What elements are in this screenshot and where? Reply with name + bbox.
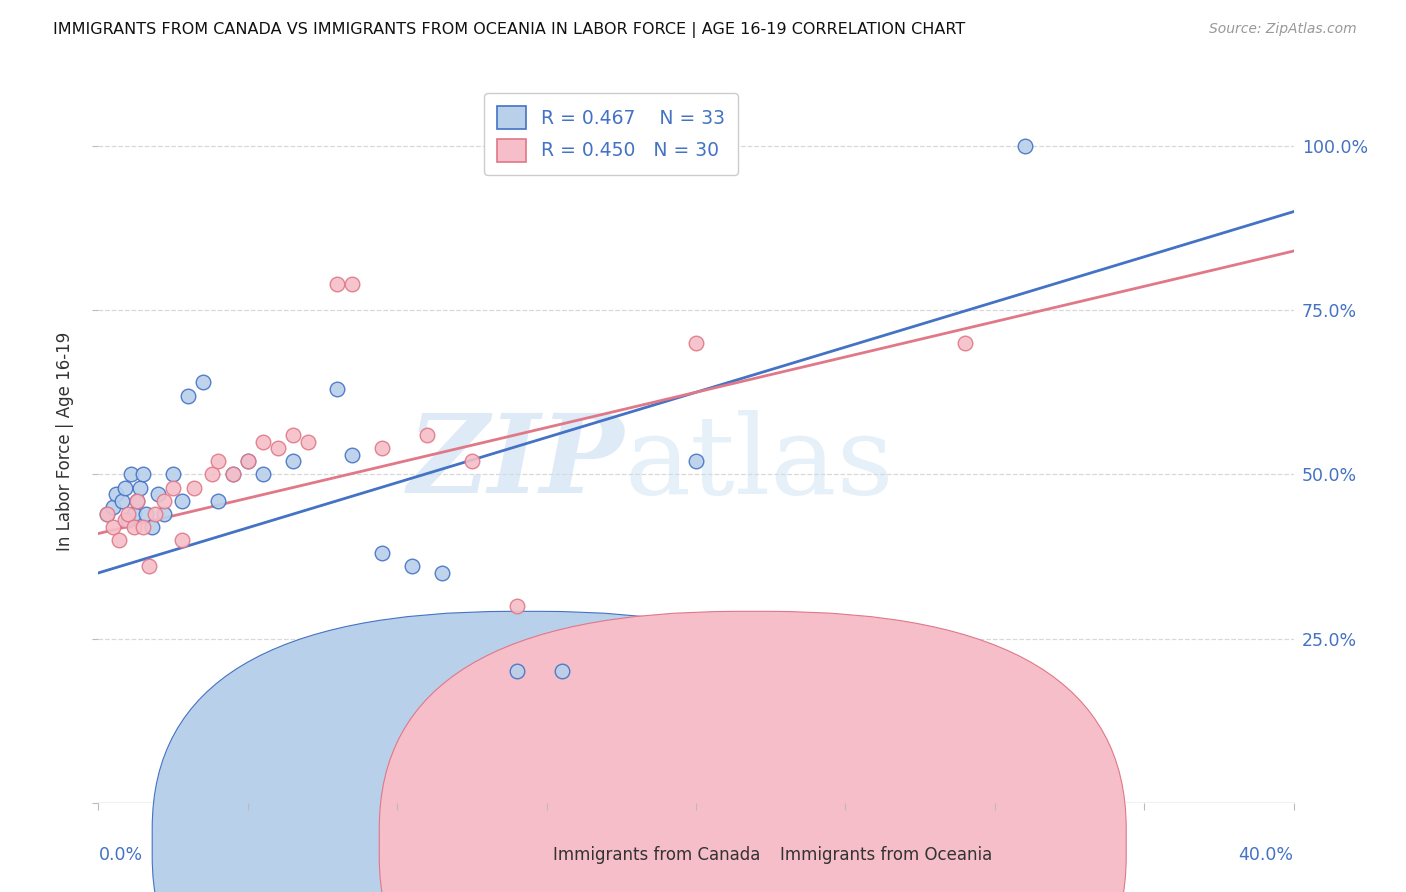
Legend: R = 0.467    N = 33, R = 0.450   N = 30: R = 0.467 N = 33, R = 0.450 N = 30	[484, 94, 738, 175]
Point	[96, 507, 118, 521]
FancyBboxPatch shape	[152, 611, 900, 892]
Point	[127, 493, 149, 508]
Point	[506, 599, 529, 613]
Point	[222, 467, 245, 482]
Point	[191, 376, 214, 390]
Point	[371, 546, 394, 560]
Point	[461, 454, 484, 468]
Text: 0.0%: 0.0%	[98, 847, 142, 864]
Point	[236, 454, 259, 468]
Point	[141, 520, 163, 534]
Point	[953, 336, 976, 351]
Point	[326, 277, 349, 291]
Point	[207, 454, 229, 468]
Point	[326, 382, 349, 396]
Point	[1014, 139, 1036, 153]
Point	[236, 454, 259, 468]
Point	[172, 533, 194, 547]
Point	[135, 507, 157, 521]
Point	[416, 428, 439, 442]
Point	[506, 665, 529, 679]
Point	[162, 481, 184, 495]
Point	[550, 665, 572, 679]
Point	[252, 467, 274, 482]
Point	[297, 434, 319, 449]
Point	[342, 448, 364, 462]
Point	[162, 467, 184, 482]
Point	[177, 388, 200, 402]
Point	[124, 507, 146, 521]
Point	[371, 441, 394, 455]
Point	[153, 507, 176, 521]
Point	[183, 481, 205, 495]
Point	[143, 507, 166, 521]
Point	[117, 513, 139, 527]
Point	[685, 454, 707, 468]
Point	[114, 513, 136, 527]
Text: ZIP: ZIP	[408, 409, 624, 517]
Point	[267, 441, 290, 455]
Point	[685, 336, 707, 351]
Point	[222, 467, 245, 482]
Point	[114, 481, 136, 495]
Point	[132, 467, 155, 482]
Point	[108, 533, 131, 547]
FancyBboxPatch shape	[380, 611, 1126, 892]
Point	[172, 493, 194, 508]
Point	[132, 520, 155, 534]
Point	[111, 493, 134, 508]
Point	[103, 500, 125, 515]
Text: Immigrants from Oceania: Immigrants from Oceania	[779, 847, 991, 864]
Point	[129, 481, 152, 495]
Text: Immigrants from Canada: Immigrants from Canada	[553, 847, 759, 864]
Point	[105, 487, 128, 501]
Point	[401, 559, 423, 574]
Point	[153, 493, 176, 508]
Point	[96, 507, 118, 521]
Point	[117, 507, 139, 521]
Point	[148, 487, 170, 501]
Point	[127, 493, 149, 508]
Point	[252, 434, 274, 449]
Point	[281, 454, 304, 468]
Text: IMMIGRANTS FROM CANADA VS IMMIGRANTS FROM OCEANIA IN LABOR FORCE | AGE 16-19 COR: IMMIGRANTS FROM CANADA VS IMMIGRANTS FRO…	[53, 22, 966, 38]
Text: Source: ZipAtlas.com: Source: ZipAtlas.com	[1209, 22, 1357, 37]
Point	[201, 467, 224, 482]
Point	[430, 566, 453, 580]
Point	[207, 493, 229, 508]
Point	[281, 428, 304, 442]
Text: atlas: atlas	[624, 409, 894, 516]
Point	[120, 467, 142, 482]
Point	[342, 277, 364, 291]
Text: 40.0%: 40.0%	[1239, 847, 1294, 864]
Y-axis label: In Labor Force | Age 16-19: In Labor Force | Age 16-19	[56, 332, 75, 551]
Point	[124, 520, 146, 534]
Point	[138, 559, 160, 574]
Point	[103, 520, 125, 534]
